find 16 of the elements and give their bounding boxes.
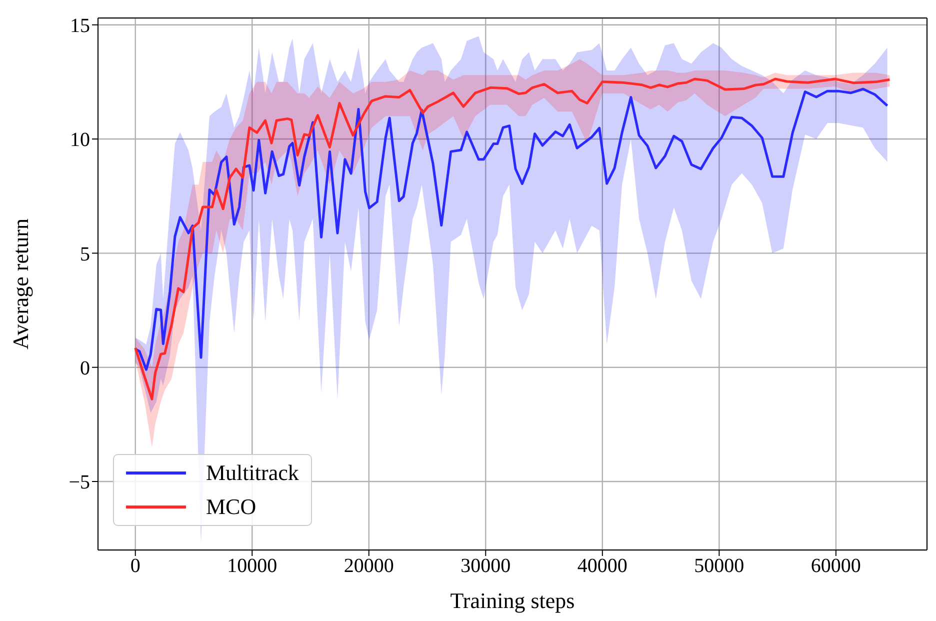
y-tick-label: 10 — [70, 129, 90, 152]
y-tick-label: −5 — [68, 472, 90, 494]
x-tick-label: 60000 — [810, 555, 861, 578]
x-tick-label: 40000 — [577, 555, 628, 578]
y-axis-title: Average return — [8, 218, 33, 350]
y-tick-label: 0 — [80, 357, 90, 380]
x-tick-label: 50000 — [694, 555, 744, 578]
x-tick-label: 30000 — [460, 555, 511, 578]
x-axis-title: Training steps — [450, 588, 575, 613]
x-tick-label: 20000 — [344, 555, 394, 578]
x-tick-label: 0 — [130, 555, 140, 578]
legend-label: Multitrack — [206, 459, 299, 487]
legend-label: MCO — [206, 493, 256, 521]
y-tick-label: 5 — [80, 243, 90, 266]
y-tick-label: 15 — [70, 14, 90, 37]
x-tick-label: 10000 — [227, 555, 278, 578]
